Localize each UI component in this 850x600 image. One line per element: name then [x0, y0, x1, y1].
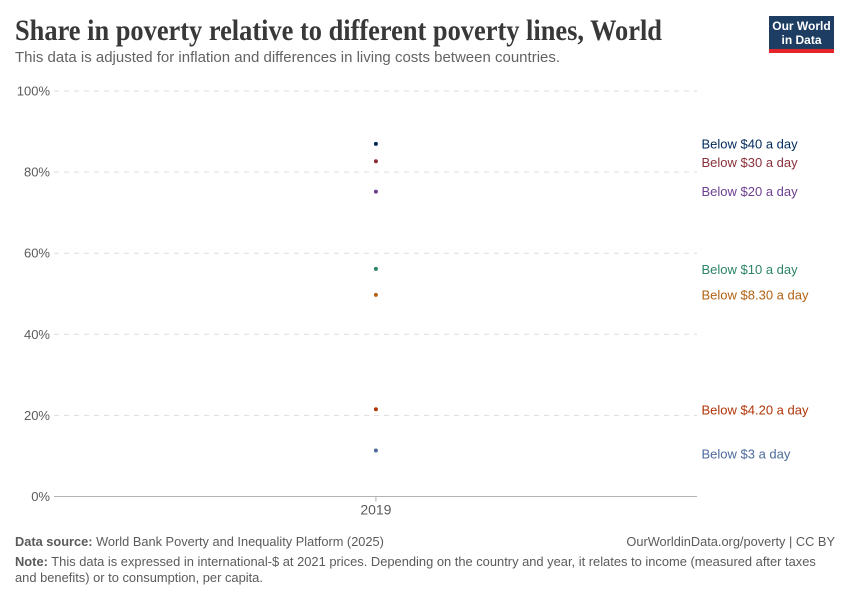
svg-text:Below $40 a day: Below $40 a day: [702, 137, 799, 152]
svg-text:20%: 20%: [24, 408, 50, 423]
svg-text:Below $20 a day: Below $20 a day: [702, 184, 799, 199]
svg-text:40%: 40%: [24, 327, 50, 342]
svg-text:60%: 60%: [24, 246, 50, 261]
svg-text:0%: 0%: [31, 489, 50, 504]
svg-text:Below $3 a day: Below $3 a day: [702, 447, 791, 462]
svg-text:80%: 80%: [24, 165, 50, 180]
svg-text:Below $10 a day: Below $10 a day: [702, 262, 799, 277]
svg-text:Below $8.30 a day: Below $8.30 a day: [702, 287, 809, 302]
svg-text:2019: 2019: [360, 502, 391, 518]
svg-text:Below $30 a day: Below $30 a day: [702, 155, 799, 170]
svg-text:100%: 100%: [17, 84, 51, 99]
svg-text:Below $4.20 a day: Below $4.20 a day: [702, 403, 809, 418]
